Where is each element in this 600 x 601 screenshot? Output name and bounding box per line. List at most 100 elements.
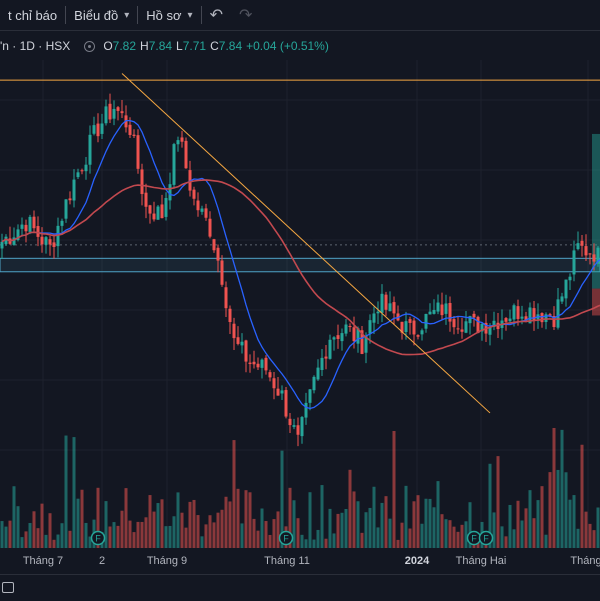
- volume-bar: [277, 511, 280, 548]
- volume-bar: [205, 524, 208, 548]
- candle-body: [409, 319, 412, 323]
- volume-bar: [1, 521, 4, 548]
- volume-bar: [393, 431, 396, 548]
- volume-bar: [213, 522, 216, 548]
- volume-bar: [425, 499, 428, 548]
- candle-body: [225, 287, 228, 308]
- x-tick-label: 2: [99, 555, 105, 567]
- candle-body: [85, 165, 88, 171]
- candle-body: [121, 111, 124, 113]
- volume-bar: [361, 533, 364, 548]
- candle-body: [517, 306, 520, 319]
- volume-bar: [245, 490, 248, 548]
- volume-bar: [325, 539, 328, 548]
- candle-body: [81, 170, 84, 171]
- candle-body: [229, 309, 232, 322]
- candle-body: [213, 239, 216, 250]
- candle-body: [573, 250, 576, 274]
- candle-body: [317, 368, 320, 380]
- volume-bar: [125, 488, 128, 548]
- volume-bar: [561, 430, 564, 548]
- indicators-button[interactable]: t chỉ báo: [0, 0, 65, 30]
- volume-bar: [569, 500, 572, 548]
- candle-body: [577, 243, 580, 249]
- chart-menu-button[interactable]: Biểu đồ ▾: [66, 0, 137, 30]
- candle-body: [157, 207, 160, 220]
- candle-body: [277, 389, 280, 396]
- chevron-down-icon: ▾: [124, 10, 129, 21]
- calendar-icon[interactable]: [2, 582, 14, 593]
- candle-body: [421, 330, 424, 334]
- candle-body: [261, 360, 264, 368]
- volume-bar: [373, 487, 376, 548]
- volume-bar: [389, 519, 392, 548]
- candle-body: [425, 314, 428, 329]
- volume-bar: [249, 492, 252, 548]
- candle-body: [113, 109, 116, 119]
- volume-bar: [441, 514, 444, 548]
- profile-menu-label: Hồ sơ: [146, 8, 181, 23]
- candle-body: [301, 417, 304, 436]
- volume-bar: [33, 511, 36, 548]
- visibility-icon[interactable]: [84, 41, 95, 52]
- candle-body: [505, 318, 508, 322]
- candle-body: [585, 246, 588, 255]
- volume-bar: [597, 507, 600, 548]
- volume-bar: [345, 509, 348, 548]
- candle-body: [569, 277, 572, 281]
- candle-body: [557, 299, 560, 327]
- redo-icon[interactable]: ↷: [231, 0, 260, 30]
- candle-body: [45, 237, 48, 245]
- volume-bar: [21, 537, 24, 548]
- undo-icon[interactable]: ↶: [202, 0, 231, 30]
- volume-bar: [121, 511, 124, 548]
- candle-body: [353, 327, 356, 341]
- candle-body: [249, 363, 252, 364]
- volume-bar: [333, 533, 336, 548]
- volume-bar: [17, 506, 20, 548]
- volume-bar: [137, 522, 140, 548]
- candle-body: [457, 328, 460, 329]
- chart-menu-label: Biểu đồ: [74, 8, 118, 23]
- volume-bar: [417, 495, 420, 548]
- volume-bar: [269, 535, 272, 548]
- profile-menu-button[interactable]: Hồ sơ▾: [138, 0, 200, 30]
- volume-bar: [109, 527, 112, 548]
- high-value: 7.84: [149, 39, 172, 53]
- volume-bar: [549, 472, 552, 548]
- volume-bar: [117, 526, 120, 548]
- volume-bar: [225, 497, 228, 548]
- volume-bar: [57, 535, 60, 548]
- volume-bar: [61, 523, 64, 548]
- candle-body: [205, 208, 208, 217]
- volume-bar: [553, 428, 556, 548]
- volume-bar: [193, 500, 196, 548]
- volume-bar: [317, 530, 320, 548]
- candle-body: [593, 254, 596, 261]
- candle-body: [73, 180, 76, 201]
- candle-body: [233, 324, 236, 338]
- volume-bar: [577, 529, 580, 548]
- volume-bar: [349, 470, 352, 548]
- candle-body: [37, 226, 40, 237]
- volume-bar: [301, 535, 304, 548]
- candle-body: [245, 340, 248, 361]
- candle-body: [145, 193, 148, 207]
- candle-body: [377, 312, 380, 314]
- candle-body: [273, 378, 276, 388]
- top-toolbar: t chỉ báo Biểu đồ ▾ Hồ sơ▾ ↶ ↷: [0, 0, 600, 31]
- candle-body: [29, 217, 32, 232]
- volume-bar: [157, 503, 160, 548]
- volume-bar: [293, 500, 296, 548]
- candle-body: [21, 225, 24, 229]
- candle-body: [173, 144, 176, 185]
- volume-bar: [237, 489, 240, 548]
- candle-body: [237, 337, 240, 344]
- candle-body: [341, 333, 344, 341]
- volume-bar: [437, 481, 440, 548]
- x-tick-label: Tháng Hai: [456, 555, 507, 567]
- candle-body: [373, 313, 376, 322]
- symbol-label[interactable]: 'n · 1D · HSX: [0, 39, 70, 53]
